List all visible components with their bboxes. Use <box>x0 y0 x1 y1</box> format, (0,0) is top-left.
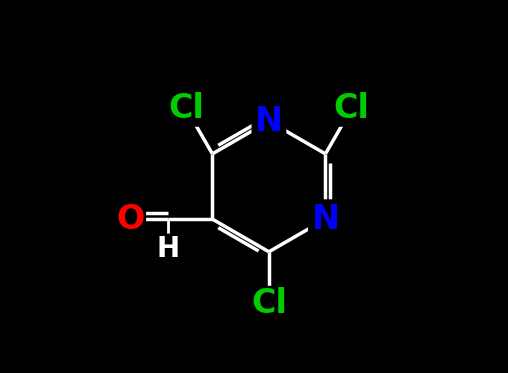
Text: Cl: Cl <box>334 92 369 125</box>
Text: H: H <box>156 235 179 263</box>
Text: O: O <box>116 203 144 236</box>
Text: Cl: Cl <box>168 92 204 125</box>
Text: N: N <box>311 203 339 236</box>
Text: N: N <box>255 105 283 138</box>
Text: Cl: Cl <box>251 288 287 320</box>
